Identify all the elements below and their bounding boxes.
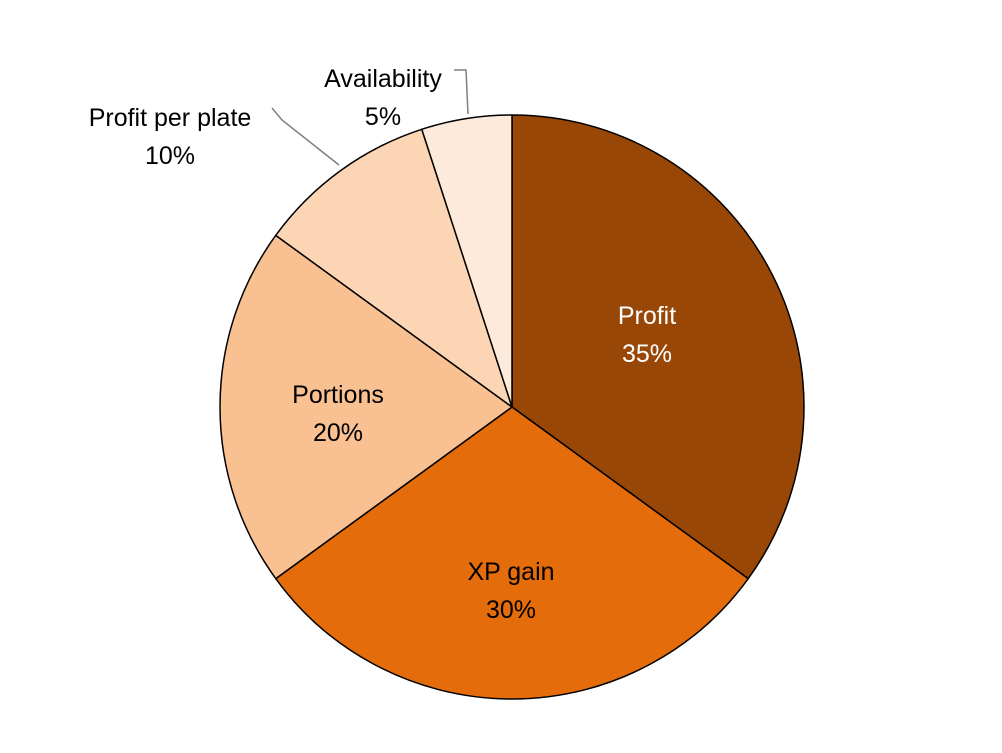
pie-slice-profit	[511, 114, 805, 580]
slice-labels: Profit 35% XP gain 30% Portions 20% Profit per…	[89, 65, 677, 624]
leader-line-profit-per-plate	[271, 107, 340, 166]
slice-value-portions: 20%	[313, 419, 363, 447]
pie-slice-profit-per-plate	[275, 128, 513, 408]
leader-lines	[271, 69, 469, 166]
leader-line-availability	[454, 69, 469, 115]
slice-label-xp-gain: XP gain	[467, 558, 554, 586]
slice-value-availability: 5%	[365, 103, 401, 131]
slice-label-profit: Profit	[618, 302, 676, 330]
slice-value-profit-per-plate: 10%	[145, 142, 195, 170]
pie-slice-availability	[421, 114, 513, 408]
pie-slice-portions	[219, 234, 513, 580]
slice-label-availability: Availability	[324, 65, 442, 93]
slice-value-xp-gain: 30%	[486, 596, 536, 624]
pie-slice-xp-gain	[275, 406, 749, 700]
slice-label-portions: Portions	[292, 381, 384, 409]
slice-label-profit-per-plate: Profit per plate	[89, 104, 252, 132]
pie-slices	[219, 114, 805, 700]
slice-value-profit: 35%	[622, 340, 672, 368]
